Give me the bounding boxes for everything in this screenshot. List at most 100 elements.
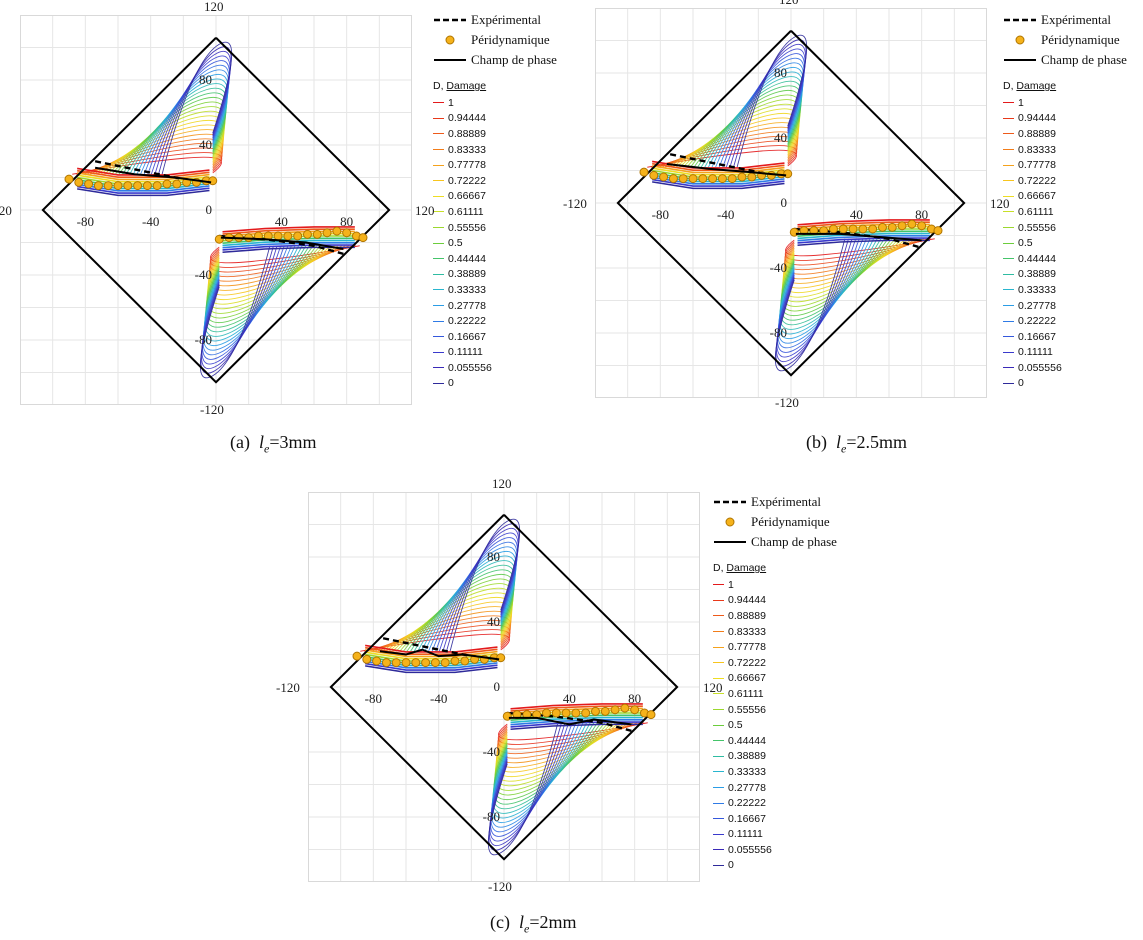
legend-solid-swatch bbox=[434, 59, 466, 61]
damage-legend-entry: 0.11111 bbox=[433, 345, 557, 361]
peridynamic-point bbox=[858, 224, 868, 234]
damage-band bbox=[365, 665, 498, 674]
peridynamic-point bbox=[450, 656, 460, 666]
damage-level-label: 0.33333 bbox=[1018, 283, 1056, 296]
damage-color-swatch bbox=[1003, 382, 1014, 384]
damage-level-label: 0.94444 bbox=[1018, 112, 1056, 125]
damage-level-label: 0.77778 bbox=[448, 159, 486, 172]
peridynamic-point bbox=[460, 656, 470, 666]
caption-symbol: l bbox=[518, 912, 524, 932]
y-tick-label: -40 bbox=[770, 260, 787, 275]
damage-legend-title: D, Damage bbox=[713, 562, 837, 574]
damage-level-label: 0.61111 bbox=[448, 205, 484, 218]
peridynamic-point bbox=[74, 177, 84, 187]
y-tick-label-bottom: -120 bbox=[200, 402, 224, 417]
damage-color-swatch bbox=[1003, 227, 1014, 229]
damage-legend-entry: 0.22222 bbox=[433, 313, 557, 329]
peridynamic-point bbox=[302, 229, 312, 239]
y-tick-label-top: 120 bbox=[204, 0, 224, 14]
legend-experimental-label: Expérimental bbox=[471, 12, 542, 27]
damage-level-label: 0.72222 bbox=[1018, 174, 1056, 187]
damage-level-label: 0.88889 bbox=[728, 609, 766, 622]
caption-value: =3mm bbox=[269, 432, 317, 452]
damage-level-label: 0.83333 bbox=[728, 625, 766, 638]
peridynamic-point bbox=[123, 181, 133, 191]
caption-symbol: l bbox=[836, 432, 842, 452]
damage-level-label: 0.66667 bbox=[728, 672, 766, 685]
peridynamic-point bbox=[162, 179, 172, 189]
damage-contour bbox=[780, 238, 885, 321]
damage-legend-title: D, Damage bbox=[433, 80, 557, 92]
damage-legend-entry: 0.94444 bbox=[433, 111, 557, 127]
legend-dash-swatch bbox=[434, 18, 466, 22]
peridynamic-point bbox=[214, 234, 224, 244]
damage-legend-entry: 0.38889 bbox=[433, 267, 557, 283]
damage-legend-entry: 0.83333 bbox=[713, 624, 837, 640]
legend-peridynamic-label: Péridynamique bbox=[751, 514, 830, 529]
damage-level-label: 0.72222 bbox=[728, 656, 766, 669]
damage-level-label: 0.055556 bbox=[448, 361, 492, 374]
peridynamic-point bbox=[502, 711, 512, 721]
legend-solid-swatch bbox=[714, 541, 746, 543]
damage-level-label: 0.38889 bbox=[1018, 268, 1056, 281]
damage-legend-entry: 0.11111 bbox=[713, 827, 837, 843]
damage-color-swatch bbox=[713, 662, 724, 664]
damage-color-swatch bbox=[1003, 258, 1014, 260]
peridynamic-point bbox=[737, 172, 747, 182]
damage-level-label: 0.44444 bbox=[728, 734, 766, 747]
y-tick-label: 80 bbox=[487, 549, 500, 564]
peridynamic-point bbox=[678, 174, 688, 184]
y-tick-label: -80 bbox=[195, 332, 212, 347]
y-tick-label: 80 bbox=[774, 65, 787, 80]
damage-legend-entry: 0.5 bbox=[1003, 235, 1127, 251]
peridynamic-point bbox=[561, 708, 571, 718]
x-tick-label-right: 120 bbox=[415, 203, 435, 218]
damage-legend-entry: 0.55556 bbox=[433, 220, 557, 236]
damage-color-swatch bbox=[1003, 305, 1014, 307]
legend-phase-field-label: Champ de phase bbox=[751, 534, 837, 549]
damage-legend-entry: 0.66667 bbox=[713, 671, 837, 687]
damage-legend-entry: 0.61111 bbox=[1003, 204, 1127, 220]
phase-field-line bbox=[379, 648, 500, 661]
damage-legend-entry: 0.88889 bbox=[713, 608, 837, 624]
damage-contour bbox=[493, 722, 598, 805]
damage-level-label: 0 bbox=[1018, 377, 1024, 390]
damage-level-label: 0.33333 bbox=[448, 283, 486, 296]
damage-legend-entry: 1 bbox=[1003, 95, 1127, 111]
damage-level-label: 0.44444 bbox=[1018, 252, 1056, 265]
damage-legend-entry: 0.27778 bbox=[1003, 298, 1127, 314]
peridynamic-point bbox=[551, 708, 561, 718]
peridynamic-point bbox=[848, 224, 858, 234]
damage-color-swatch bbox=[713, 849, 724, 851]
peridynamic-point bbox=[581, 708, 591, 718]
caption-a: (a) le=3mm bbox=[230, 432, 316, 457]
phase-field-line bbox=[94, 166, 212, 184]
damage-color-swatch bbox=[433, 258, 444, 260]
damage-legend-entry: 0.61111 bbox=[713, 686, 837, 702]
damage-legend-entry: 0.33333 bbox=[713, 764, 837, 780]
damage-legend-entry: 0 bbox=[1003, 376, 1127, 392]
legend-phase-field: Champ de phase bbox=[433, 50, 557, 70]
damage-legend-entry: 0.5 bbox=[433, 235, 557, 251]
specimen-boundary bbox=[41, 37, 391, 384]
peridynamic-point bbox=[717, 174, 727, 184]
x-tick-label-left: -120 bbox=[563, 196, 587, 211]
x-tick-label: 80 bbox=[340, 214, 353, 229]
damage-legend-entry: 0.66667 bbox=[1003, 189, 1127, 205]
damage-level-label: 0.22222 bbox=[448, 315, 486, 328]
damage-color-swatch bbox=[433, 289, 444, 291]
peridynamic-point bbox=[352, 651, 362, 661]
peridynamic-point bbox=[897, 221, 907, 231]
damage-band bbox=[797, 219, 930, 226]
damage-level-label: 0.27778 bbox=[1018, 299, 1056, 312]
damage-color-swatch bbox=[713, 802, 724, 804]
damage-color-swatch bbox=[1003, 320, 1014, 322]
damage-contour bbox=[449, 518, 521, 652]
damage-legend-entry: 0.055556 bbox=[713, 842, 837, 858]
peridynamic-point bbox=[430, 658, 440, 668]
damage-legend-entry: 0.27778 bbox=[713, 780, 837, 796]
damage-color-swatch bbox=[1003, 164, 1014, 166]
peridynamic-point bbox=[907, 219, 917, 229]
damage-band bbox=[77, 169, 210, 178]
damage-level-label: 0.55556 bbox=[1018, 221, 1056, 234]
